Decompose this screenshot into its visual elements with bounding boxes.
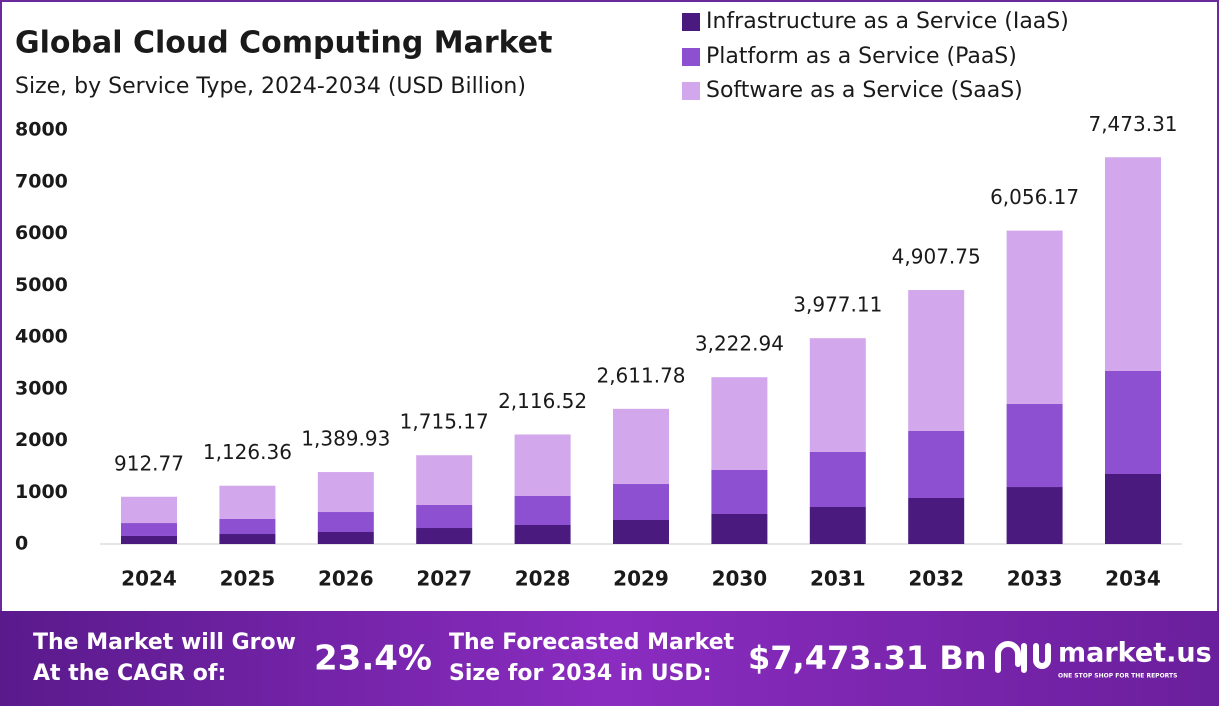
x-tick-label: 2024 — [121, 567, 177, 591]
bar-segment — [908, 430, 965, 498]
bar-segment — [1105, 473, 1161, 544]
bar-segment — [121, 523, 177, 536]
total-label: 4,907.75 — [892, 245, 981, 269]
legend-swatch — [682, 82, 700, 100]
legend-label: Platform as a Service (PaaS) — [706, 44, 1017, 69]
x-tick-label: 2029 — [613, 567, 669, 591]
total-label: 2,116.52 — [498, 389, 587, 413]
y-tick-label: 3000 — [15, 377, 68, 399]
brand: market.us — [1058, 638, 1212, 669]
plot: 0 1000 2000 3000 4000 5000 6000 7000 8000 Infrast… — [15, 9, 1182, 591]
chart-title: Global Cloud Computing Market — [15, 26, 553, 61]
x-tick-label: 2030 — [712, 567, 768, 591]
bar-segment — [908, 497, 965, 544]
x-tick-label: 2034 — [1105, 567, 1161, 591]
bar-segment — [809, 338, 866, 452]
x-tick-label: 2025 — [220, 567, 276, 591]
footer-text: The Forecasted Market — [449, 630, 735, 655]
legend-label: Infrastructure as a Service (IaaS) — [706, 9, 1069, 34]
x-tick-label: 2027 — [416, 567, 472, 591]
logo — [995, 641, 1051, 673]
bar-segment — [809, 451, 866, 507]
tagline: ONE STOP SHOP FOR THE REPORTS — [1058, 673, 1177, 680]
y-tick-label: 5000 — [15, 274, 68, 296]
bar-segment — [219, 534, 276, 544]
forecast-value: $7,473.31 Bn — [748, 639, 986, 677]
total-label: 7,473.31 — [1088, 112, 1177, 136]
legend-swatch — [682, 13, 700, 31]
bar-segment — [514, 495, 571, 526]
bar-segment — [317, 531, 374, 544]
y-tick-label: 4000 — [15, 326, 68, 348]
x-tick-label: 2026 — [318, 567, 374, 591]
bar-segment — [809, 506, 866, 544]
total-label: 1,715.17 — [400, 410, 489, 434]
bar-segment — [121, 496, 177, 524]
x-tick-label: 2033 — [1007, 567, 1063, 591]
total-label: 6,056.17 — [990, 185, 1079, 209]
bar-segment — [908, 290, 965, 431]
y-tick-label: 0 — [15, 533, 28, 555]
bar-segment — [1006, 230, 1063, 405]
bar-segment — [416, 528, 473, 544]
total-label: 1,389.93 — [301, 427, 390, 451]
cagr-value: 23.4% — [314, 639, 432, 679]
y-tick-label: 8000 — [15, 119, 68, 141]
bar-segment — [1105, 157, 1161, 371]
bar-segment — [613, 519, 669, 544]
total-label: 912.77 — [114, 451, 184, 475]
footer: The Market will Grow At the CAGR of: 23.… — [33, 630, 1212, 686]
total-label: 2,611.78 — [596, 363, 685, 387]
y-tick-label: 1000 — [15, 481, 68, 503]
legend-label: Software as a Service (SaaS) — [706, 78, 1023, 103]
x-tick-label: 2032 — [908, 567, 964, 591]
x-tick-label: 2031 — [810, 567, 866, 591]
footer-text: Size for 2034 in USD: — [449, 661, 712, 686]
bar-segment — [613, 408, 669, 485]
bar-segment — [514, 434, 571, 496]
bar-segment — [317, 472, 374, 513]
total-label: 3,977.11 — [793, 293, 882, 317]
total-label: 3,222.94 — [695, 332, 784, 356]
bar-segment — [1006, 404, 1063, 488]
bar-segment — [711, 513, 768, 544]
bar-segment — [219, 519, 276, 535]
bar-segment — [711, 377, 768, 470]
chart-subtitle: Size, by Service Type, 2024-2034 (USD Bi… — [15, 74, 526, 99]
y-tick-label: 6000 — [15, 222, 68, 244]
bar-segment — [1006, 487, 1063, 544]
bar-segment — [416, 455, 473, 505]
bar-segment — [711, 469, 768, 514]
bar-segment — [514, 525, 571, 544]
x-tick-label: 2028 — [515, 567, 571, 591]
bar-segment — [1105, 370, 1161, 474]
bar-segment — [416, 504, 473, 529]
bar-segment — [613, 484, 669, 520]
total-label: 1,126.36 — [203, 440, 292, 464]
y-tick-label: 7000 — [15, 170, 68, 192]
footer-text: The Market will Grow — [33, 630, 296, 655]
bar-segment — [219, 485, 276, 520]
legend-swatch — [682, 48, 700, 66]
bar-segment — [317, 512, 374, 532]
bar-segment — [121, 535, 177, 544]
footer-text: At the CAGR of: — [33, 661, 226, 686]
y-tick-label: 2000 — [15, 429, 68, 451]
